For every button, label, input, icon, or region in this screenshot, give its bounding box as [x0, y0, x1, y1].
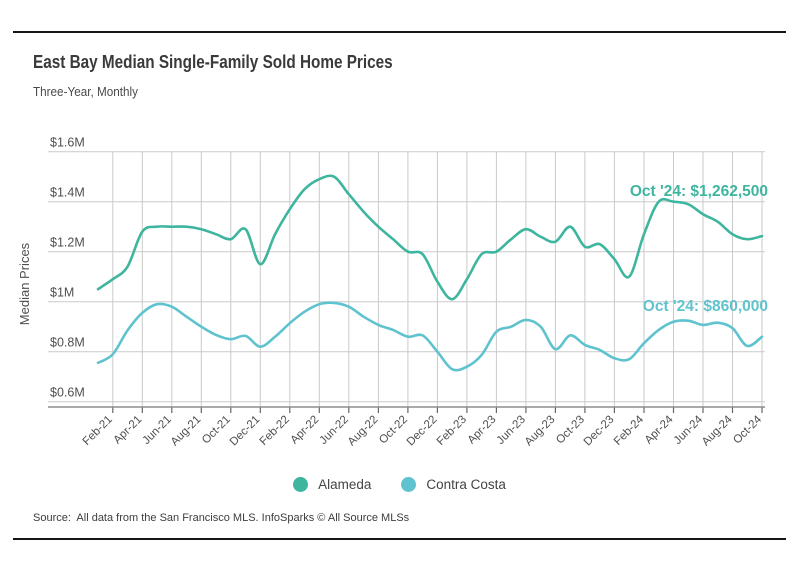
x-tick-label: Feb-22 — [258, 414, 292, 448]
x-tick-label: Apr-23 — [466, 414, 499, 447]
y-tick-label: $1M — [50, 286, 74, 300]
x-tick-label: Oct-23 — [554, 414, 587, 447]
x-tick-label: Jun-22 — [318, 414, 351, 447]
x-tick-label: Feb-23 — [435, 414, 469, 448]
x-tick-label: Dec-21 — [228, 414, 263, 449]
top-divider — [13, 31, 786, 33]
y-tick-label: $1.4M — [50, 186, 85, 200]
alameda-series-line — [96, 174, 764, 301]
x-tick-label: Jun-24 — [672, 413, 706, 447]
legend-item-alameda[interactable]: Alameda — [293, 477, 371, 492]
x-tick-label: Aug-24 — [700, 413, 735, 448]
x-tick-label: Feb-21 — [81, 414, 115, 448]
x-tick-label: Dec-22 — [405, 414, 440, 449]
bottom-divider — [13, 538, 786, 540]
y-tick-label: $0.8M — [50, 336, 85, 350]
x-tick-label: Dec-23 — [582, 414, 617, 449]
contra-costa-legend-label: Contra Costa — [426, 477, 506, 492]
page-title: East Bay Median Single-Family Sold Home … — [33, 52, 393, 72]
x-tick-label: Oct-21 — [200, 414, 233, 447]
x-tick-label: Feb-24 — [612, 413, 647, 448]
y-tick-label: $0.6M — [50, 386, 85, 400]
x-tick-label: Jun-23 — [495, 414, 528, 447]
contra-costa-series-line — [96, 301, 764, 372]
alameda-legend-dot — [293, 477, 309, 492]
chart-subtitle: Three-Year, Monthly — [33, 84, 138, 99]
x-tick-label: Aug-23 — [523, 414, 558, 449]
x-tick-label: Aug-21 — [169, 414, 204, 449]
chart-legend: Alameda Contra Costa — [0, 477, 799, 492]
chart-series — [96, 174, 764, 372]
x-tick-label: Aug-22 — [346, 414, 381, 449]
x-tick-label: Oct-24 — [731, 413, 764, 446]
alameda-legend-label: Alameda — [318, 477, 372, 492]
x-tick-label: Apr-21 — [112, 414, 145, 447]
contra-costa-legend-dot — [401, 477, 417, 492]
contra-costa-last-value-annotation: Oct '24: $860,000 — [643, 298, 768, 315]
y-axis-title: Median Prices — [17, 242, 32, 325]
x-tick-label: Jun-21 — [141, 414, 174, 447]
x-tick-label: Oct-22 — [377, 414, 410, 447]
x-tick-label: Apr-24 — [643, 413, 676, 446]
chart-grid — [48, 151, 765, 413]
y-tick-label: $1.6M — [50, 136, 85, 150]
y-tick-label: $1.2M — [50, 236, 85, 250]
median-price-line-chart: $0.6M $0.8M $1M $1.2M $1.4M $1.6M Feb-21Apr-21… — [17, 136, 768, 449]
x-tick-label: Apr-22 — [289, 414, 322, 447]
source-attribution: Source: All data from the San Francisco … — [33, 512, 410, 524]
alameda-last-value-annotation: Oct '24: $1,262,500 — [630, 183, 768, 200]
legend-item-contra-costa[interactable]: Contra Costa — [401, 477, 506, 492]
